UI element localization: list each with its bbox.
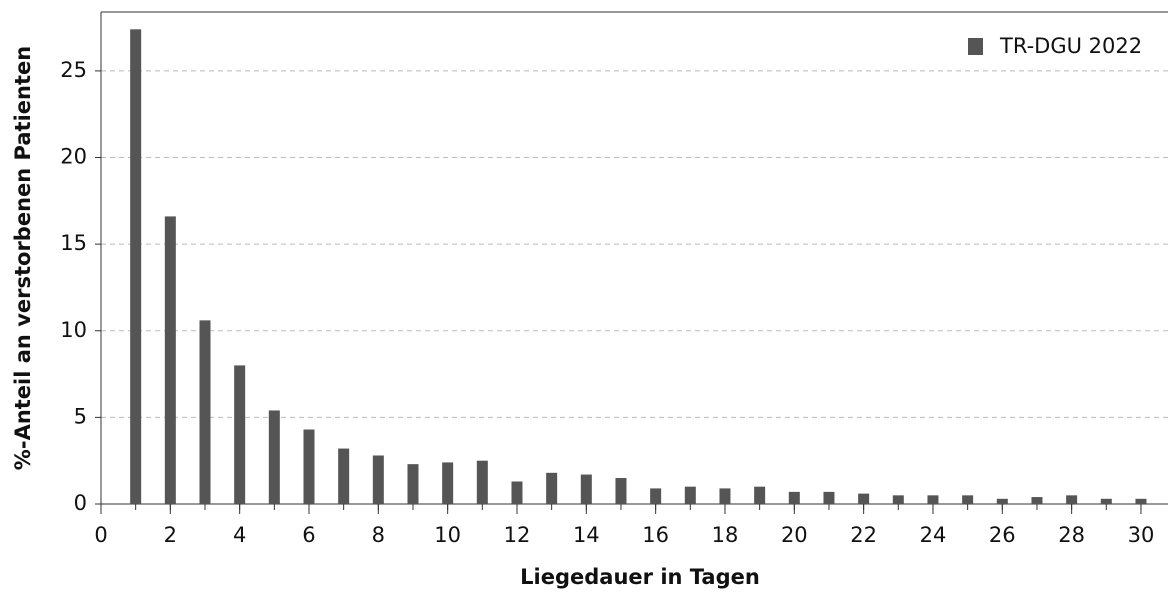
x-tick-label: 16 — [642, 523, 669, 547]
bar — [1135, 498, 1147, 504]
bar — [996, 498, 1008, 504]
y-tick-label: 25 — [60, 58, 87, 82]
y-tick-label: 5 — [74, 404, 87, 428]
x-tick-label: 6 — [302, 523, 315, 547]
y-axis-label: %-Anteil an verstorbenen Patienten — [11, 46, 35, 470]
bar — [962, 495, 974, 504]
legend-swatch — [968, 38, 983, 55]
bar — [511, 481, 523, 504]
y-tick-label: 0 — [74, 491, 87, 515]
x-tick-label: 12 — [504, 523, 531, 547]
bar — [719, 488, 731, 504]
x-tick-label: 30 — [1128, 523, 1155, 547]
legend-label: TR-DGU 2022 — [999, 34, 1142, 58]
bar — [615, 478, 627, 504]
bar — [372, 455, 384, 504]
x-tick-label: 10 — [434, 523, 461, 547]
bar — [268, 410, 280, 504]
bar — [199, 320, 211, 504]
bar — [338, 448, 350, 504]
bar — [442, 462, 454, 504]
bar — [407, 464, 419, 504]
bar — [303, 429, 315, 504]
bar — [650, 488, 662, 504]
bar — [130, 29, 142, 504]
bar — [476, 460, 488, 504]
bar — [546, 472, 558, 504]
bar — [580, 474, 592, 504]
x-tick-label: 20 — [781, 523, 808, 547]
x-tick-label: 14 — [573, 523, 600, 547]
bar — [164, 216, 176, 504]
bar — [858, 493, 870, 504]
bar — [684, 486, 696, 504]
x-tick-label: 26 — [989, 523, 1016, 547]
x-tick-label: 22 — [850, 523, 877, 547]
bar — [1031, 497, 1043, 504]
y-tick-label: 20 — [60, 145, 87, 169]
bar — [788, 491, 800, 504]
bar — [892, 495, 904, 504]
x-tick-label: 28 — [1058, 523, 1085, 547]
bar — [234, 365, 246, 504]
x-tick-label: 18 — [712, 523, 739, 547]
x-tick-label: 24 — [920, 523, 947, 547]
x-tick-label: 2 — [164, 523, 177, 547]
x-tick-label: 0 — [94, 523, 107, 547]
bar — [1066, 495, 1078, 504]
x-axis-label: Liegedauer in Tagen — [520, 565, 760, 589]
bar — [1100, 498, 1112, 504]
y-tick-label: 10 — [60, 318, 87, 342]
bar — [823, 491, 835, 504]
y-tick-label: 15 — [60, 231, 87, 255]
bar — [754, 486, 766, 504]
x-tick-label: 4 — [233, 523, 246, 547]
bar — [927, 495, 939, 504]
x-tick-label: 8 — [372, 523, 385, 547]
